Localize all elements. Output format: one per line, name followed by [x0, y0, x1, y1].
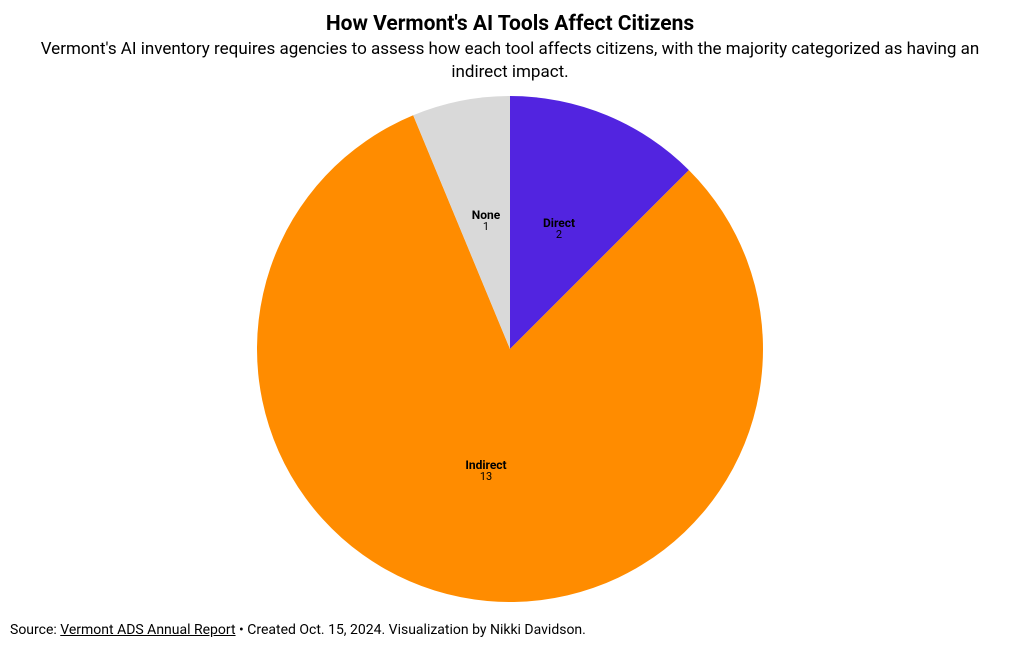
- pie-chart-svg: Direct2Indirect13None1: [255, 94, 765, 604]
- slice-value-direct: 2: [556, 228, 562, 241]
- pie-chart-area: Direct2Indirect13None1: [10, 94, 1010, 604]
- chart-subtitle: Vermont's AI inventory requires agencies…: [10, 38, 1010, 84]
- slice-value-indirect: 13: [480, 470, 492, 483]
- chart-title: How Vermont's AI Tools Affect Citizens: [10, 12, 1010, 36]
- slice-value-none: 1: [483, 220, 489, 233]
- source-suffix: • Created Oct. 15, 2024. Visualization b…: [236, 622, 586, 638]
- chart-container: How Vermont's AI Tools Affect Citizens V…: [0, 0, 1020, 650]
- source-line: Source: Vermont ADS Annual Report • Crea…: [10, 622, 586, 638]
- source-link[interactable]: Vermont ADS Annual Report: [60, 622, 235, 638]
- source-prefix: Source:: [10, 622, 60, 638]
